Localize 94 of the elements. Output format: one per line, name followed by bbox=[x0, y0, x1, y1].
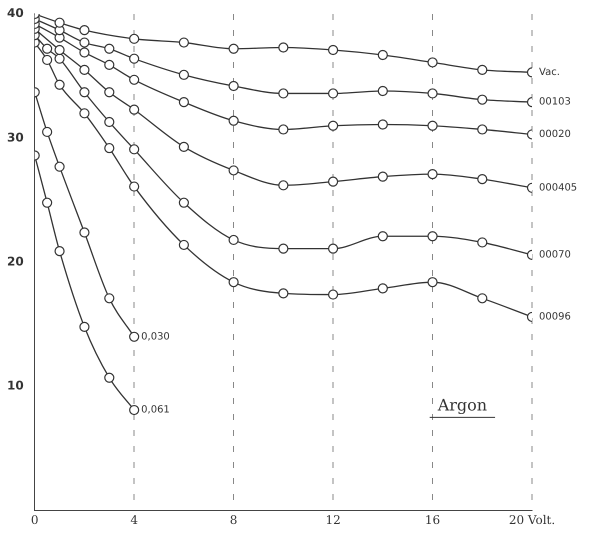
point bbox=[328, 244, 338, 254]
point bbox=[477, 293, 488, 304]
point bbox=[228, 80, 239, 92]
annotation: Argon bbox=[436, 395, 488, 414]
point bbox=[378, 50, 388, 60]
point bbox=[328, 44, 338, 56]
point bbox=[427, 88, 438, 99]
point bbox=[228, 277, 239, 288]
point bbox=[79, 64, 90, 75]
point bbox=[278, 288, 288, 298]
y-tick-label: 10 bbox=[6, 378, 24, 393]
point bbox=[129, 104, 140, 115]
series-label: 00096 bbox=[539, 312, 571, 323]
point bbox=[228, 165, 239, 176]
series-label: 00103 bbox=[539, 96, 571, 108]
point bbox=[278, 88, 288, 99]
series-label: Vac. bbox=[539, 66, 560, 78]
point bbox=[378, 231, 388, 242]
x-tick-label: 20 Volt. bbox=[508, 512, 556, 527]
point bbox=[42, 44, 52, 54]
point bbox=[104, 87, 114, 98]
point bbox=[54, 162, 65, 172]
point bbox=[129, 181, 140, 192]
point bbox=[178, 198, 189, 208]
point bbox=[378, 283, 388, 294]
point bbox=[79, 87, 90, 98]
point bbox=[42, 126, 52, 138]
point bbox=[42, 198, 52, 208]
series-label: 00070 bbox=[539, 249, 571, 260]
point bbox=[427, 169, 438, 180]
point bbox=[129, 54, 140, 64]
point bbox=[129, 404, 140, 416]
point bbox=[104, 44, 114, 54]
point bbox=[54, 18, 65, 28]
point bbox=[278, 124, 288, 135]
x-tick-label: 0 bbox=[30, 512, 39, 527]
point bbox=[54, 44, 65, 56]
x-tick-label: 16 bbox=[424, 512, 440, 527]
point bbox=[104, 293, 114, 304]
point bbox=[278, 244, 288, 254]
point bbox=[129, 34, 140, 44]
point bbox=[79, 322, 90, 332]
point bbox=[54, 54, 65, 64]
point bbox=[477, 237, 488, 248]
point bbox=[178, 142, 189, 152]
point bbox=[129, 74, 140, 85]
series-label: 000405 bbox=[539, 182, 578, 194]
point bbox=[178, 70, 189, 80]
series-label: 0,030 bbox=[141, 331, 170, 342]
point bbox=[427, 120, 438, 131]
point bbox=[378, 119, 388, 130]
point bbox=[477, 94, 488, 105]
point bbox=[104, 60, 114, 70]
point bbox=[42, 54, 52, 66]
point bbox=[129, 332, 140, 342]
point bbox=[104, 116, 114, 128]
point bbox=[228, 44, 239, 54]
x-tick-label: 4 bbox=[130, 512, 138, 527]
point bbox=[178, 240, 189, 250]
point bbox=[328, 176, 338, 187]
point bbox=[427, 231, 438, 242]
point bbox=[378, 86, 388, 96]
point bbox=[477, 174, 488, 184]
point bbox=[427, 277, 438, 288]
point bbox=[328, 289, 338, 300]
point bbox=[79, 227, 90, 238]
point bbox=[378, 172, 388, 182]
series-label: 0,061 bbox=[141, 404, 170, 416]
x-tick-label: 12 bbox=[325, 512, 341, 527]
point bbox=[328, 88, 338, 99]
point bbox=[54, 246, 65, 256]
point bbox=[477, 124, 488, 135]
point bbox=[178, 37, 189, 48]
series-label: 00020 bbox=[539, 129, 571, 140]
point bbox=[79, 47, 90, 58]
point bbox=[104, 142, 114, 154]
point bbox=[79, 25, 90, 36]
point bbox=[79, 108, 90, 118]
point bbox=[228, 234, 239, 246]
point bbox=[178, 97, 189, 108]
point bbox=[427, 57, 438, 68]
point bbox=[328, 120, 338, 131]
point bbox=[54, 80, 65, 90]
point bbox=[79, 37, 90, 48]
point bbox=[278, 180, 288, 190]
y-tick-label: 30 bbox=[6, 130, 24, 144]
point bbox=[228, 116, 239, 126]
point bbox=[477, 64, 488, 75]
y-tick-label: 40 bbox=[6, 6, 24, 20]
point bbox=[278, 42, 288, 53]
point bbox=[129, 144, 140, 154]
x-tick-label: 8 bbox=[230, 512, 238, 527]
point bbox=[104, 372, 114, 383]
y-tick-label: 20 bbox=[6, 254, 24, 268]
